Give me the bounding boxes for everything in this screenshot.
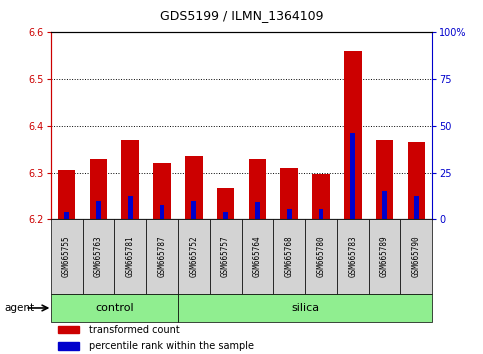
Text: percentile rank within the sample: percentile rank within the sample	[89, 341, 254, 351]
Bar	[51, 219, 83, 294]
Text: GSM665755: GSM665755	[62, 236, 71, 278]
Bar	[350, 133, 355, 219]
Bar	[191, 201, 196, 219]
Bar	[58, 170, 75, 219]
Bar	[58, 326, 79, 333]
Text: GSM665752: GSM665752	[189, 236, 199, 278]
Bar	[305, 219, 337, 294]
Bar	[369, 219, 400, 294]
Text: control: control	[95, 303, 134, 313]
Bar	[249, 159, 266, 219]
Text: GSM665781: GSM665781	[126, 236, 135, 278]
Bar	[128, 196, 133, 219]
Bar	[114, 219, 146, 294]
Bar	[223, 212, 228, 219]
Text: GSM665757: GSM665757	[221, 236, 230, 278]
Text: GSM665789: GSM665789	[380, 236, 389, 278]
Text: agent: agent	[5, 303, 35, 313]
Bar	[376, 140, 393, 219]
Bar	[273, 219, 305, 294]
Bar	[400, 219, 432, 294]
Bar	[146, 219, 178, 294]
Bar	[242, 219, 273, 294]
Bar	[210, 219, 242, 294]
Bar	[159, 205, 164, 219]
Text: GSM665787: GSM665787	[157, 236, 167, 278]
Bar	[185, 156, 202, 219]
Bar	[217, 188, 234, 219]
Bar	[83, 219, 114, 294]
Bar	[382, 192, 387, 219]
Text: GSM665783: GSM665783	[348, 236, 357, 278]
Bar	[281, 168, 298, 219]
Bar	[121, 140, 139, 219]
Bar	[414, 196, 419, 219]
Bar	[255, 202, 260, 219]
Bar	[337, 219, 369, 294]
Bar	[178, 294, 432, 322]
Bar	[64, 212, 69, 219]
Bar	[319, 209, 324, 219]
Bar	[153, 163, 171, 219]
Text: GSM665763: GSM665763	[94, 236, 103, 278]
Text: silica: silica	[291, 303, 319, 313]
Bar	[312, 173, 330, 219]
Bar	[344, 51, 362, 219]
Bar	[178, 219, 210, 294]
Bar	[408, 142, 425, 219]
Text: transformed count: transformed count	[89, 325, 180, 335]
Text: GSM665768: GSM665768	[284, 236, 294, 278]
Text: GSM665764: GSM665764	[253, 236, 262, 278]
Text: GSM665780: GSM665780	[316, 236, 326, 278]
Bar	[58, 342, 79, 350]
Bar	[90, 159, 107, 219]
Bar	[96, 201, 101, 219]
Text: GSM665790: GSM665790	[412, 236, 421, 278]
Bar	[51, 294, 178, 322]
Text: GDS5199 / ILMN_1364109: GDS5199 / ILMN_1364109	[160, 9, 323, 22]
Bar	[287, 209, 292, 219]
